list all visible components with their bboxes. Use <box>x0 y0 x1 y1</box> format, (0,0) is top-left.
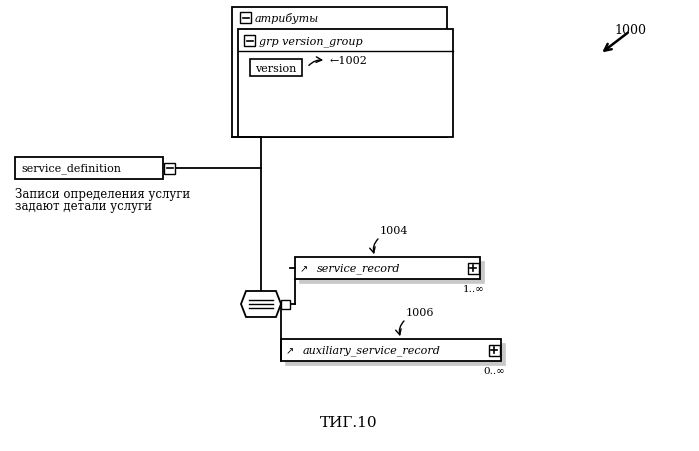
Bar <box>232 8 447 138</box>
Text: 0..∞: 0..∞ <box>484 366 505 375</box>
Bar <box>15 158 163 179</box>
Text: version: version <box>255 63 296 74</box>
Text: grp version_group: grp version_group <box>259 36 363 47</box>
Bar <box>489 345 500 356</box>
Bar <box>164 163 175 174</box>
Bar <box>240 13 251 24</box>
Bar <box>244 36 255 47</box>
Text: service_definition: service_definition <box>21 163 121 174</box>
Bar <box>250 60 302 77</box>
Text: ←1002: ←1002 <box>330 55 368 65</box>
Bar <box>299 262 484 283</box>
Bar <box>468 263 479 274</box>
Text: 1..∞: 1..∞ <box>463 285 484 293</box>
Text: ↗: ↗ <box>300 263 308 273</box>
Text: атрибуты: атрибуты <box>255 13 319 24</box>
Bar <box>281 339 501 361</box>
Bar <box>238 30 453 138</box>
Bar <box>281 300 290 309</box>
Text: 1004: 1004 <box>380 226 408 235</box>
Text: 1006: 1006 <box>406 307 435 318</box>
Text: 1000: 1000 <box>614 24 646 37</box>
Bar <box>285 343 505 365</box>
Text: ΤИГ.10: ΤИГ.10 <box>320 415 378 429</box>
Text: service_record: service_record <box>317 263 401 274</box>
Text: ↗: ↗ <box>286 345 294 355</box>
Polygon shape <box>241 291 281 318</box>
Text: задают детали услуги: задают детали услуги <box>15 199 152 212</box>
Bar <box>295 258 480 279</box>
Text: Записи определения услуги: Записи определения услуги <box>15 188 190 201</box>
Text: auxiliary_service_record: auxiliary_service_record <box>303 345 441 355</box>
